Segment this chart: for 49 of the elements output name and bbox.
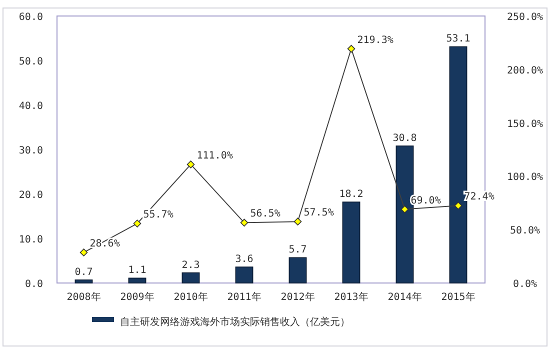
bar	[288, 257, 307, 284]
data-label: 3.6	[235, 254, 254, 265]
y-tick-label: 0.0	[24, 279, 43, 290]
data-label: 2.3	[182, 260, 200, 271]
bar	[342, 202, 360, 284]
bar	[74, 279, 93, 284]
y-tick-label: 40.0	[18, 101, 43, 112]
bar	[182, 272, 200, 284]
x-tick-label: 2013年	[334, 291, 368, 303]
bar	[235, 266, 254, 284]
data-label: 57.5%	[304, 208, 334, 219]
point	[133, 220, 142, 228]
y2-tick-label: 200.0%	[506, 65, 544, 76]
data-label: 55.7%	[143, 210, 174, 221]
y-tick-label: 60.0	[18, 12, 43, 23]
data-label: 219.3%	[357, 34, 394, 46]
y-tick-label: 20.0	[18, 190, 43, 201]
y2-tick-label: 250.0%	[506, 12, 544, 23]
bar	[128, 278, 146, 284]
data-label: 1.1	[128, 265, 146, 276]
y2-tick-label: 100.0%	[506, 172, 544, 184]
data-label: 111.0%	[196, 150, 233, 162]
y-tick-label: 10.0	[18, 234, 43, 246]
x-tick-label: 2011年	[227, 291, 262, 303]
x-tick-label: 2009年	[120, 291, 154, 303]
data-label: 0.7	[74, 266, 93, 278]
data-label: 53.1	[446, 34, 470, 45]
point	[400, 205, 409, 214]
legend-label: 自主研发网络游戏海外市场实际销售收入（亿美元）	[120, 316, 350, 328]
y2-tick-label: 0.0%	[512, 279, 538, 290]
point	[294, 218, 302, 226]
point	[454, 202, 462, 210]
y-tick-label: 30.0	[18, 146, 43, 156]
x-tick-label: 2012年	[280, 291, 315, 303]
data-label: 30.8	[392, 132, 417, 144]
y-tick-label: 50.0	[18, 56, 43, 68]
x-tick-label: 2014年	[388, 291, 422, 303]
data-label: 56.5%	[250, 208, 280, 220]
point	[186, 160, 195, 168]
x-tick-label: 2008年	[66, 291, 101, 303]
point	[240, 218, 248, 227]
point	[347, 44, 356, 53]
data-label: 5.7	[288, 244, 307, 256]
y2-tick-label: 150.0%	[506, 118, 544, 130]
data-label: 18.2	[339, 189, 364, 200]
point	[80, 248, 88, 256]
x-tick-label: 2015年	[441, 291, 476, 303]
x-tick-label: 2010年	[174, 291, 208, 303]
y2-tick-label: 50.0%	[510, 226, 540, 237]
